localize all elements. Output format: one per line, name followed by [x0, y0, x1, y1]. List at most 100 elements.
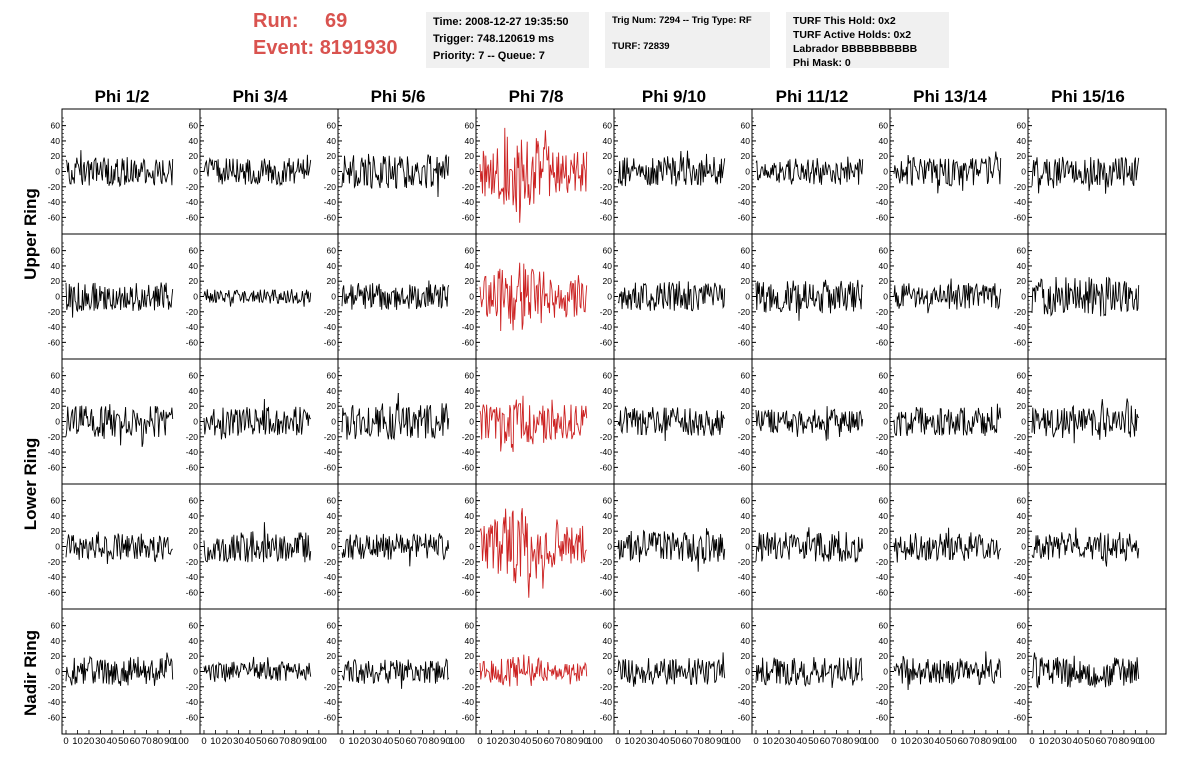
y-tick-label: 20: [51, 526, 61, 536]
y-tick-label: -40: [324, 572, 337, 582]
y-tick-label: -20: [48, 182, 61, 192]
waveform-panel: -60 -40 -20 0 20 40 60: [48, 233, 201, 360]
y-tick-label: 20: [741, 651, 751, 661]
y-tick-label: 20: [327, 151, 337, 161]
x-tick-label: 20: [774, 736, 785, 747]
y-tick-label: -60: [186, 462, 199, 472]
y-tick-label: 40: [189, 636, 199, 646]
waveform-panel: -60 -40 -20 0 20 40 60: [738, 233, 891, 360]
x-tick-label: 50: [394, 736, 405, 747]
priority-line: Priority: 7 -- Queue: 7: [433, 50, 545, 62]
waveform-panel: -60 -40 -20 0 20 40 60: [48, 483, 201, 610]
y-tick-label: 0: [745, 417, 750, 427]
y-tick-label: 40: [465, 136, 475, 146]
y-tick-label: 0: [883, 167, 888, 177]
x-tick-label: 70: [141, 736, 152, 747]
y-tick-label: 60: [189, 121, 199, 131]
x-tick-label: 90: [1130, 736, 1141, 747]
y-tick-label: -20: [324, 557, 337, 567]
y-tick-label: 60: [879, 246, 889, 256]
y-tick-label: 60: [189, 371, 199, 381]
y-tick-label: -40: [186, 197, 199, 207]
y-tick-label: -60: [324, 337, 337, 347]
y-tick-label: -60: [876, 462, 889, 472]
y-tick-label: 40: [465, 636, 475, 646]
y-tick-label: -20: [738, 307, 751, 317]
y-tick-label: 60: [465, 621, 475, 631]
y-tick-label: -40: [462, 322, 475, 332]
y-tick-label: 60: [51, 621, 61, 631]
y-tick-label: 60: [603, 121, 613, 131]
y-tick-label: 0: [331, 417, 336, 427]
y-tick-label: 20: [51, 151, 61, 161]
x-tick-label: 0: [63, 736, 68, 747]
waveform-panel: -60 -40 -20 0 20 40 60: [1014, 108, 1167, 235]
y-tick-label: 20: [189, 651, 199, 661]
x-tick-label: 30: [1061, 736, 1072, 747]
x-tick-label: 0: [891, 736, 896, 747]
y-tick-label: -20: [324, 682, 337, 692]
waveform-panel: -60 -40 -20 0 20 40 60: [876, 483, 1029, 610]
y-tick-label: -40: [324, 197, 337, 207]
x-tick-label: 80: [153, 736, 164, 747]
y-tick-label: -60: [48, 337, 61, 347]
y-tick-label: -40: [1014, 697, 1027, 707]
y-tick-label: -60: [1014, 462, 1027, 472]
y-tick-label: 20: [603, 401, 613, 411]
time-line: Time: 2008-12-27 19:35:50: [433, 16, 569, 28]
y-tick-label: 40: [51, 261, 61, 271]
x-tick-label: 50: [118, 736, 129, 747]
y-tick-label: -20: [600, 557, 613, 567]
panel-frame: [613, 108, 753, 235]
x-tick-label: 0: [615, 736, 620, 747]
y-tick-label: -60: [462, 212, 475, 222]
y-tick-label: 0: [55, 542, 60, 552]
y-tick-label: 40: [51, 136, 61, 146]
waveform-trace: [65, 404, 174, 447]
y-tick-label: 40: [1017, 386, 1027, 396]
x-tick-label: 0: [477, 736, 482, 747]
y-tick-label: 0: [883, 542, 888, 552]
y-tick-label: -40: [876, 572, 889, 582]
waveform-trace: [617, 652, 726, 687]
phi-column-label: Phi 7/8: [508, 87, 564, 106]
y-tick-label: -60: [600, 587, 613, 597]
x-tick-label: 90: [716, 736, 727, 747]
x-tick-label: 90: [992, 736, 1003, 747]
x-tick-label: 30: [95, 736, 106, 747]
waveform-trace: [203, 398, 312, 440]
x-tick-label: 10: [210, 736, 221, 747]
waveform-panel: -60 -40 -20 0 20 40 60: [600, 108, 753, 235]
y-tick-label: 60: [879, 496, 889, 506]
waveform-trace: [755, 156, 864, 185]
x-tick-label: 50: [532, 736, 543, 747]
y-tick-label: 20: [327, 401, 337, 411]
x-tick-label: 100: [173, 736, 189, 747]
x-tick-label: 10: [624, 736, 635, 747]
waveform-panel: -60 -40 -20 0 20 40 60: [738, 608, 891, 735]
waveform-panel: -60 -40 -20 0 20 40 60: [186, 608, 339, 735]
waveform-panel: -60 -40 -20 0 20 40 60: [462, 608, 615, 735]
y-tick-label: 60: [1017, 496, 1027, 506]
y-tick-label: 40: [879, 386, 889, 396]
y-tick-label: 40: [1017, 511, 1027, 521]
y-tick-label: -20: [1014, 682, 1027, 692]
y-tick-label: 40: [741, 136, 751, 146]
run-line: Run: 69: [253, 8, 398, 35]
x-tick-label: 40: [107, 736, 118, 747]
y-tick-label: 60: [879, 371, 889, 381]
y-tick-label: -60: [186, 337, 199, 347]
y-tick-label: 0: [469, 292, 474, 302]
waveform-trace: [617, 281, 726, 312]
y-tick-label: -60: [324, 587, 337, 597]
y-tick-label: -20: [876, 307, 889, 317]
x-tick-label: 90: [302, 736, 313, 747]
y-tick-label: 0: [883, 292, 888, 302]
y-tick-label: 0: [469, 417, 474, 427]
x-tick-label: 40: [245, 736, 256, 747]
y-tick-label: 60: [465, 371, 475, 381]
waveform-panel: -60 -40 -20 0 20 40 60: [876, 233, 1029, 360]
y-tick-label: -40: [738, 697, 751, 707]
x-tick-label: 80: [981, 736, 992, 747]
y-tick-label: 20: [465, 651, 475, 661]
